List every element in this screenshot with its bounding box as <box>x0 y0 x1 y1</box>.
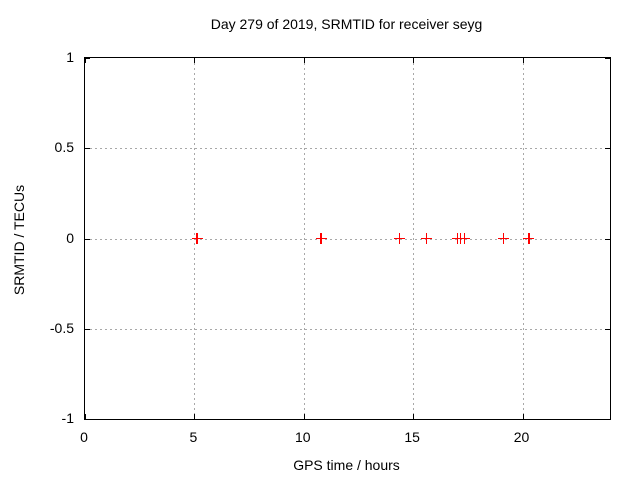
data-point-marker <box>498 233 510 244</box>
y-tick <box>85 328 90 330</box>
y-tick-label: -0.5 <box>49 319 74 336</box>
x-tick <box>522 414 524 419</box>
x-tick-label: 10 <box>294 429 311 445</box>
x-tick-label: 0 <box>80 429 88 445</box>
x-tick <box>194 414 196 419</box>
plus-vertical-bar <box>463 233 466 244</box>
x-tick <box>303 58 305 63</box>
y-tick-label: 1 <box>66 49 74 65</box>
x-axis-title: GPS time / hours <box>293 457 400 473</box>
y-tick <box>605 238 610 240</box>
y-axis-title: SRMTID / TECUs <box>11 184 27 296</box>
data-point-marker <box>523 233 535 244</box>
y-gridline <box>85 328 610 330</box>
x-tick <box>85 58 86 63</box>
y-tick-label: 0.5 <box>54 139 74 156</box>
data-point-marker <box>315 233 327 244</box>
plus-vertical-bar <box>196 233 198 244</box>
y-tick <box>85 419 90 420</box>
y-tick <box>85 238 90 240</box>
data-point-marker <box>393 233 405 244</box>
y-tick-label: 0 <box>66 229 74 246</box>
chart-title: Day 279 of 2019, SRMTID for receiver sey… <box>210 16 483 32</box>
y-tick-label: -1 <box>61 410 74 426</box>
plot-area <box>84 57 611 420</box>
plus-vertical-bar <box>320 233 322 244</box>
y-tick <box>605 148 610 150</box>
data-point-marker <box>191 233 203 244</box>
x-tick <box>522 58 524 63</box>
x-tick <box>303 414 305 419</box>
y-tick <box>85 58 90 59</box>
y-gridline <box>85 238 610 240</box>
data-point-marker <box>421 233 433 244</box>
x-tick <box>85 414 86 419</box>
plus-vertical-bar <box>502 233 505 244</box>
y-gridline <box>85 148 610 150</box>
x-tick <box>194 58 196 63</box>
x-tick-label: 15 <box>404 429 420 445</box>
x-tick <box>413 58 415 63</box>
x-tick <box>413 414 415 419</box>
y-tick <box>605 58 610 59</box>
y-tick <box>85 148 90 150</box>
y-tick <box>605 419 610 420</box>
plus-vertical-bar <box>528 233 530 244</box>
plus-vertical-bar <box>425 233 428 244</box>
data-point-marker <box>459 233 471 244</box>
x-tick-label: 5 <box>189 429 198 445</box>
plus-vertical-bar <box>398 233 401 244</box>
y-tick <box>605 328 610 330</box>
x-tick-label: 20 <box>513 429 530 445</box>
